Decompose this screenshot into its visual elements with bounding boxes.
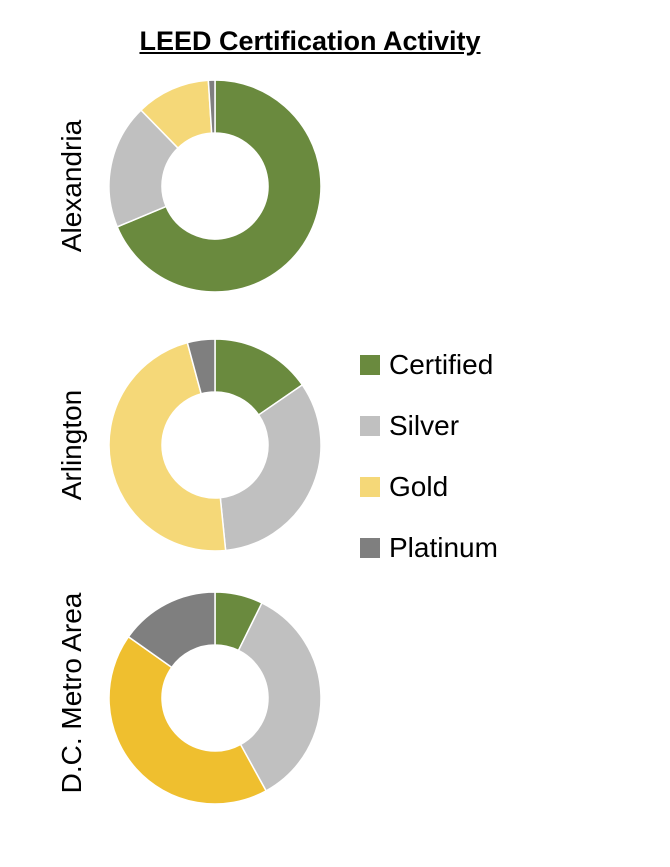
donut-slice-d-c-metro-area-gold bbox=[108, 635, 268, 805]
row-label-arlington: Arlington bbox=[56, 389, 87, 501]
donut-slice-d-c-metro-area-platinum bbox=[127, 591, 216, 669]
donut-slice-arlington-silver bbox=[219, 383, 322, 552]
legend-label-certified: Certified bbox=[389, 348, 494, 380]
legend-swatch-certified bbox=[360, 354, 380, 375]
donut-chart-alexandria bbox=[108, 79, 322, 293]
legend-item-gold: Gold bbox=[360, 456, 498, 517]
chart-title: LEED Certification Activity bbox=[139, 26, 481, 56]
legend-item-certified: Certified bbox=[360, 334, 498, 395]
donut-slice-alexandria-platinum bbox=[207, 79, 216, 134]
legend-swatch-silver bbox=[360, 415, 380, 436]
legend-swatch-platinum bbox=[360, 537, 380, 558]
legend: Certified Silver Gold Platinum bbox=[360, 334, 498, 578]
legend-label-silver: Silver bbox=[389, 409, 460, 441]
legend-item-platinum: Platinum bbox=[360, 517, 498, 578]
row-label-dc-metro-area: D.C. Metro Area bbox=[56, 592, 87, 794]
donut-chart-arlington bbox=[108, 338, 322, 552]
legend-label-gold: Gold bbox=[389, 470, 449, 502]
donut-slice-d-c-metro-area-silver bbox=[237, 601, 322, 792]
donut-slice-arlington-gold bbox=[108, 341, 227, 552]
legend-item-silver: Silver bbox=[360, 395, 498, 456]
donut-slice-arlington-platinum bbox=[186, 338, 216, 395]
legend-label-platinum: Platinum bbox=[389, 531, 498, 563]
legend-swatch-gold bbox=[360, 476, 380, 497]
row-label-alexandria: Alexandria bbox=[56, 119, 87, 253]
donut-slice-alexandria-certified bbox=[116, 79, 322, 293]
donut-chart-dc-metro-area bbox=[108, 591, 322, 805]
